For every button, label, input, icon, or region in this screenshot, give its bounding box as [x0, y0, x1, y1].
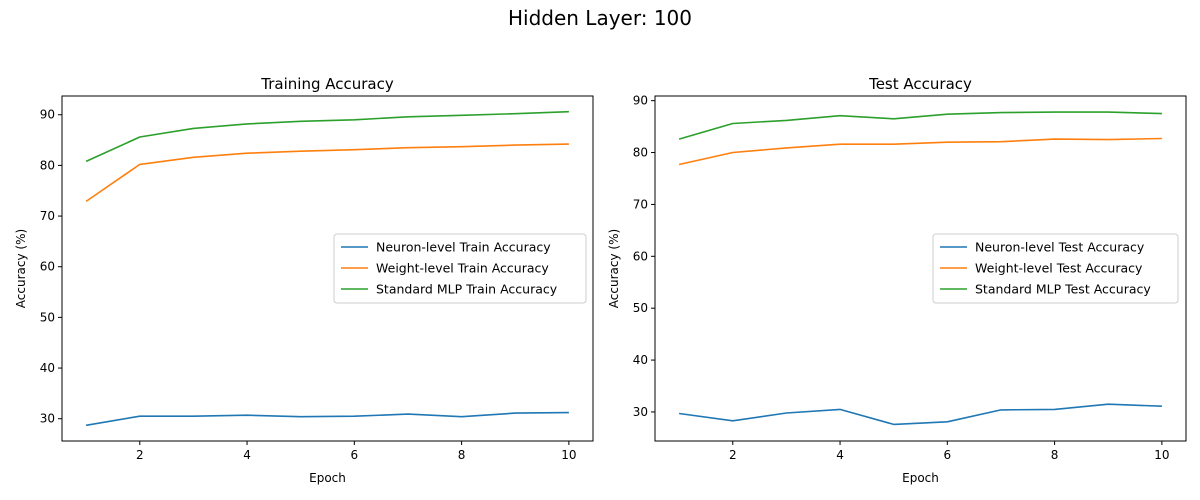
axis-ticks: 2 4 6 8 10 30 40 50 60 70 80 90 [633, 94, 1170, 462]
y-tick-label: 60 [633, 249, 648, 263]
y-tick-label: 50 [633, 301, 648, 315]
series-line-neuron-level-test-accuracy [678, 403, 1162, 426]
series-lines [85, 110, 569, 427]
legend-entry: Neuron-level Train Accuracy [376, 240, 551, 255]
series-lines [678, 111, 1162, 426]
x-tick-label: 4 [836, 448, 844, 462]
series-line-standard-mlp-train-accuracy [85, 110, 569, 163]
y-axis-label: Accuracy (%) [14, 229, 28, 308]
y-tick-label: 70 [40, 209, 55, 223]
chart-title: Training Accuracy [260, 75, 394, 93]
y-tick-label: 50 [40, 310, 55, 324]
y-tick-label: 30 [633, 405, 648, 419]
test-accuracy-chart: Test Accuracy Epoch Accuracy (%) 2 4 6 8 10 3… [607, 75, 1187, 485]
legend-entry: Neuron-level Test Accuracy [975, 240, 1145, 255]
x-tick-label: 8 [1051, 448, 1059, 462]
y-tick-label: 40 [40, 361, 55, 375]
figure-title: Hidden Layer: 100 [508, 6, 692, 30]
y-tick-label: 70 [633, 197, 648, 211]
legend: Neuron-level Train Accuracy Weight-level … [333, 233, 587, 304]
y-tick-label: 80 [40, 158, 55, 172]
x-axis-label: Epoch [902, 471, 939, 485]
y-tick-label: 30 [40, 412, 55, 426]
series-line-neuron-level-train-accuracy [85, 411, 569, 427]
axis-ticks: 2 4 6 8 10 30 40 50 60 70 80 90 [40, 108, 577, 462]
y-tick-label: 80 [633, 146, 648, 160]
y-tick-label: 40 [633, 353, 648, 367]
x-axis-label: Epoch [309, 471, 346, 485]
x-tick-label: 2 [136, 448, 144, 462]
y-tick-label: 90 [633, 94, 648, 108]
series-line-weight-level-test-accuracy [678, 137, 1162, 166]
x-tick-label: 10 [1154, 448, 1169, 462]
x-tick-label: 10 [561, 448, 576, 462]
y-tick-label: 60 [40, 260, 55, 274]
x-tick-label: 6 [943, 448, 951, 462]
legend-entry: Standard MLP Test Accuracy [975, 282, 1151, 297]
plot-frame [654, 95, 1187, 442]
legend-entry: Standard MLP Train Accuracy [376, 282, 558, 297]
legend: Neuron-level Test Accuracy Weight-level T… [932, 233, 1179, 304]
x-tick-label: 8 [458, 448, 466, 462]
plot-frame [61, 95, 594, 442]
legend-entry: Weight-level Train Accuracy [376, 261, 549, 276]
y-axis-label: Accuracy (%) [607, 229, 621, 308]
legend-entry: Weight-level Test Accuracy [975, 261, 1143, 276]
legend-box [333, 233, 587, 304]
series-line-weight-level-train-accuracy [85, 143, 569, 203]
x-tick-label: 2 [729, 448, 737, 462]
legend-box [932, 233, 1179, 304]
series-line-standard-mlp-test-accuracy [678, 111, 1162, 140]
x-tick-label: 6 [350, 448, 358, 462]
x-tick-label: 4 [243, 448, 251, 462]
training-accuracy-chart: Training Accuracy Epoch Accuracy (%) 2 4 6… [14, 75, 594, 485]
chart-title: Test Accuracy [868, 75, 972, 93]
y-tick-label: 90 [40, 108, 55, 122]
